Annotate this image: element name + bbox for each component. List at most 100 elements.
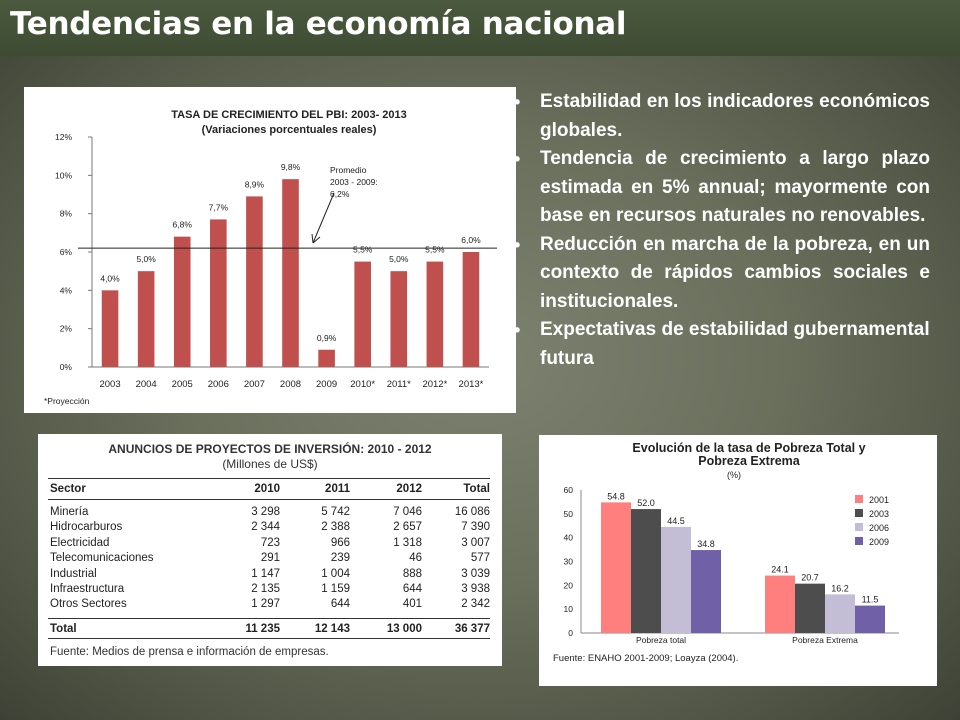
table-rule-top: [48, 478, 490, 479]
table-title: ANUNCIOS DE PROYECTOS DE INVERSIÓN: 2010…: [108, 442, 432, 456]
bar: [855, 605, 885, 633]
bar: [137, 271, 155, 367]
cell-value: Total: [463, 483, 490, 495]
bullet-item: Estabilidad en los indicadores económico…: [514, 88, 930, 145]
data-label: 4,0%: [100, 273, 120, 283]
data-label: 5,0%: [136, 254, 156, 264]
x-tick-label: Pobreza total: [636, 635, 686, 645]
y-tick-label: 60: [564, 485, 574, 495]
y-tick-label: 10%: [55, 170, 72, 180]
cell-value: 1 147: [251, 567, 280, 580]
cell-value: 2 342: [461, 598, 490, 611]
cell-value: 13 000: [386, 623, 422, 635]
data-label: 7,7%: [209, 202, 229, 212]
x-tick-label: 2005: [172, 379, 193, 390]
cell-value: 644: [402, 583, 422, 595]
cell-value: 2 135: [251, 583, 280, 595]
cell-value: 3 298: [251, 506, 280, 518]
x-tick-label: 2012*: [422, 379, 447, 390]
table-source: Fuente: Medios de prensa e información d…: [50, 646, 329, 658]
cell-value: 36 377: [454, 623, 490, 635]
bar: [795, 583, 825, 633]
y-tick-label: 4%: [60, 285, 73, 295]
y-tick-label: 10: [564, 604, 574, 614]
data-label: 44.5: [667, 516, 685, 526]
bar: [318, 349, 335, 367]
data-label: 5,0%: [389, 254, 409, 264]
data-label: 8,9%: [245, 179, 265, 189]
data-label: 54.8: [607, 491, 625, 501]
row-label: Industrial: [50, 567, 97, 580]
bar: [631, 509, 661, 633]
cell-value: 888: [402, 567, 422, 580]
x-tick-label: 2006: [208, 379, 229, 390]
y-tick-label: 50: [564, 509, 574, 519]
x-tick-label: 2013*: [459, 379, 484, 390]
data-label: 52.0: [637, 498, 655, 508]
data-label: 0,9%: [317, 333, 337, 343]
chart-subtitle: (Variaciones porcentuales reales): [202, 124, 377, 136]
y-tick-label: 20: [564, 580, 574, 590]
bar: [282, 179, 299, 367]
cell-value: 577: [470, 552, 490, 565]
data-label: 6,0%: [461, 235, 481, 245]
cell-value: 7 390: [461, 521, 490, 534]
cell-value: 3 938: [461, 583, 490, 595]
row-label: Hidrocarburos: [50, 521, 123, 534]
x-tick-label: 2004: [136, 379, 157, 390]
bullet-item: Expectativas de estabilidad gubernamenta…: [514, 316, 930, 373]
bar: [661, 526, 691, 633]
chart-source: Fuente: ENAHO 2001-2009; Loayza (2004).: [553, 653, 738, 664]
bullet-item: Reducción en marcha de la pobreza, en un…: [514, 231, 930, 317]
cell-value: 291: [260, 552, 280, 565]
legend-label: 2003: [869, 509, 889, 519]
data-label: 11.5: [862, 595, 879, 605]
average-annotation: 2003 - 2009:: [330, 177, 378, 187]
cell-value: 46: [409, 552, 422, 565]
row-label: Total: [50, 623, 77, 635]
x-tick-label: 2009: [316, 379, 337, 390]
slide-title: Tendencias en la economía nacional: [10, 6, 627, 42]
table-rule-total-top: [48, 618, 490, 619]
cell-value: 3 039: [461, 567, 490, 580]
x-tick-label: 2011*: [387, 379, 411, 390]
row-label: Infraestructura: [50, 583, 125, 595]
average-annotation: 6,2%: [330, 189, 350, 199]
chart-title: Pobreza Extrema: [698, 454, 800, 468]
y-tick-label: 0: [568, 628, 573, 638]
bar: [691, 550, 721, 633]
cell-value: 3 007: [461, 536, 490, 549]
cell-value: 2010: [254, 483, 280, 495]
x-tick-label: Pobreza Extrema: [792, 635, 858, 645]
y-tick-label: 6%: [60, 247, 73, 257]
cell-value: 12 143: [314, 623, 350, 635]
cell-value: 966: [330, 536, 350, 549]
annotation-arrow: [312, 192, 335, 244]
cell-value: 16 086: [454, 506, 490, 518]
annotation-arrowhead: [311, 233, 321, 244]
gdp-chart-panel: TASA DE CRECIMIENTO DEL PBI: 2003- 2013 (…: [24, 87, 516, 413]
cell-value: 1 159: [321, 583, 350, 595]
bar: [246, 196, 263, 367]
title-bar: Tendencias en la economía nacional: [0, 0, 960, 56]
bar: [426, 261, 444, 367]
table-rule-head: [48, 499, 490, 500]
cell-value: 5 742: [321, 506, 350, 518]
cell-value: 2 657: [393, 521, 422, 534]
legend-label: 2006: [869, 523, 889, 533]
data-label: 20.7: [801, 573, 819, 583]
row-label: Electricidad: [50, 536, 110, 549]
cell-value: 644: [330, 598, 350, 611]
gdp-growth-chart: TASA DE CRECIMIENTO DEL PBI: 2003- 2013 (…: [44, 109, 497, 406]
cell-value: 2 344: [251, 521, 280, 534]
row-label: Sector: [50, 483, 86, 495]
legend-label: 2001: [869, 495, 889, 505]
bullet-item: Tendencia de crecimiento a largo plazo e…: [514, 145, 930, 231]
cell-value: 723: [260, 536, 280, 549]
y-tick-label: 30: [564, 557, 574, 567]
data-label: 9,8%: [281, 162, 301, 172]
y-tick-label: 8%: [60, 209, 73, 219]
legend-swatch: [855, 509, 863, 517]
y-tick-label: 40: [564, 533, 574, 543]
y-tick-label: 12%: [55, 132, 72, 142]
